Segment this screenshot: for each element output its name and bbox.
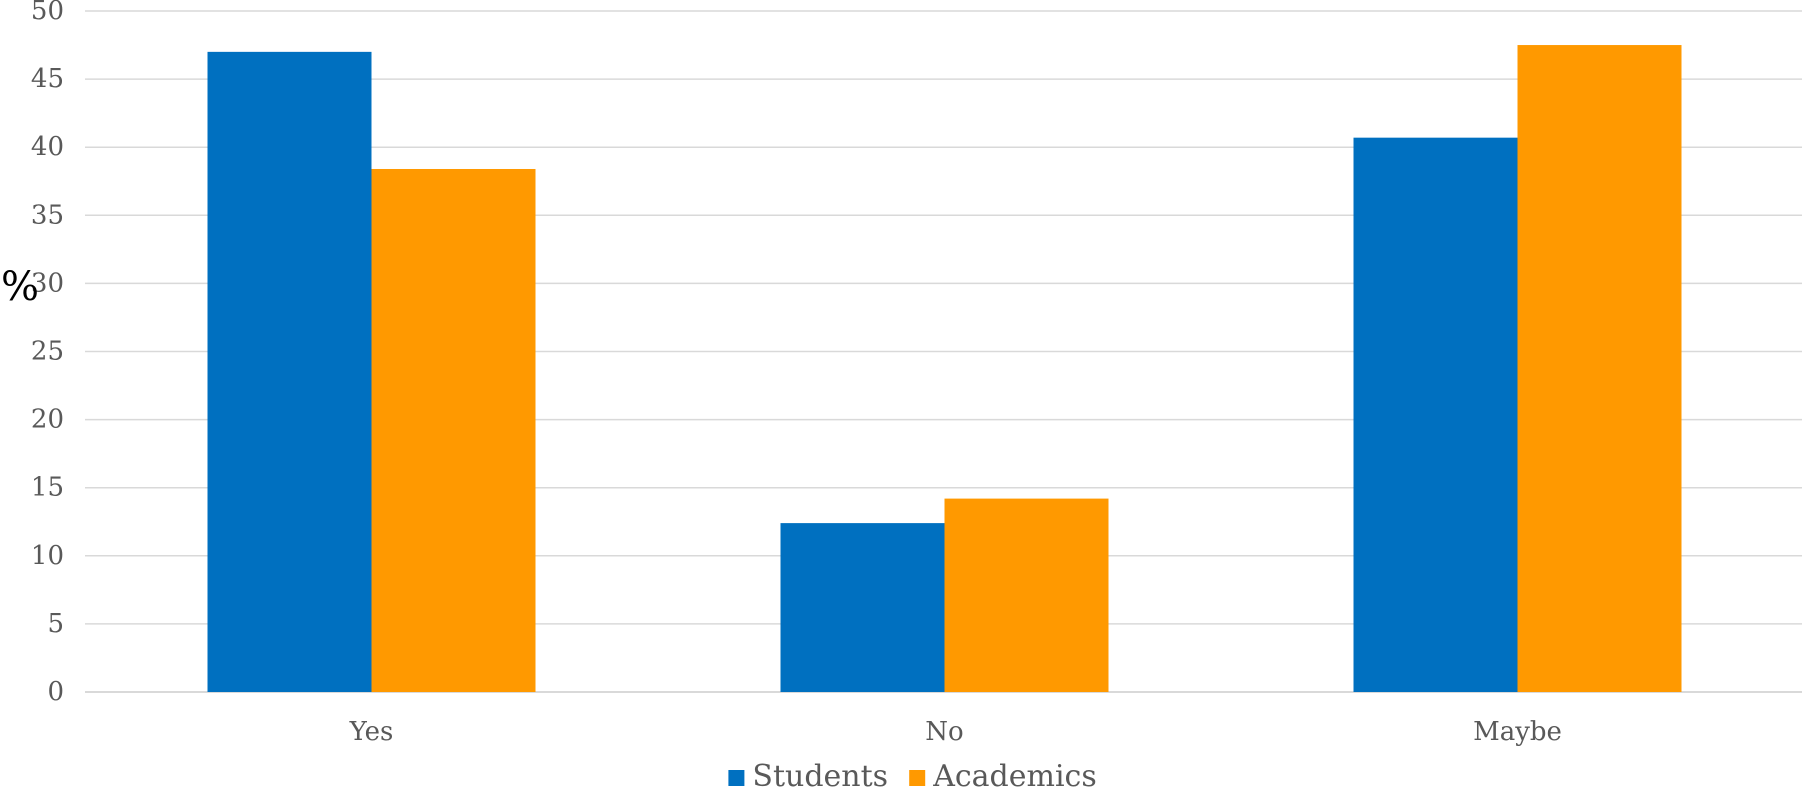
y-axis-label: % bbox=[1, 264, 39, 310]
bar-students-yes bbox=[207, 51, 372, 693]
x-tick-label: Yes bbox=[349, 717, 394, 747]
bar-academics-no bbox=[944, 498, 1109, 692]
bar-academics-yes bbox=[371, 168, 536, 692]
x-tick-label: No bbox=[925, 717, 963, 747]
y-tick-label: 0 bbox=[47, 677, 64, 707]
legend: Students Academics bbox=[728, 759, 1097, 794]
y-tick-label: 25 bbox=[31, 337, 64, 367]
legend-label-students: Students bbox=[752, 759, 888, 794]
x-axis-ticks: Yes No Maybe bbox=[349, 717, 1562, 747]
bar-students-maybe bbox=[1353, 137, 1518, 692]
y-tick-label: 10 bbox=[31, 541, 64, 571]
legend-swatch-academics bbox=[909, 770, 926, 786]
y-tick-label: 20 bbox=[31, 405, 64, 435]
y-axis-ticks: 0 5 10 15 20 25 30 35 40 45 50 bbox=[31, 0, 64, 707]
y-tick-label: 30 bbox=[31, 268, 64, 298]
legend-label-academics: Academics bbox=[932, 759, 1097, 794]
bar-academics-maybe bbox=[1517, 45, 1682, 693]
y-tick-label: 15 bbox=[31, 473, 64, 503]
legend-swatch-students bbox=[728, 770, 745, 786]
y-tick-label: 5 bbox=[47, 609, 64, 639]
bar-students-no bbox=[780, 523, 945, 692]
y-tick-label: 35 bbox=[31, 200, 64, 230]
y-tick-label: 50 bbox=[31, 0, 64, 26]
bars bbox=[207, 45, 1682, 693]
x-tick-label: Maybe bbox=[1473, 717, 1562, 747]
y-tick-label: 40 bbox=[31, 132, 64, 162]
y-tick-label: 45 bbox=[31, 64, 64, 94]
